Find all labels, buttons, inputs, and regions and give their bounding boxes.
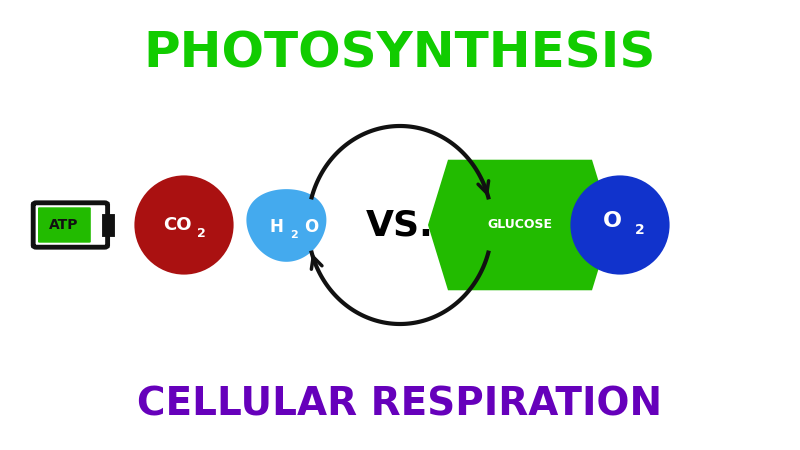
FancyBboxPatch shape <box>104 216 112 234</box>
FancyBboxPatch shape <box>33 203 107 247</box>
Text: O: O <box>602 212 622 231</box>
Text: CELLULAR RESPIRATION: CELLULAR RESPIRATION <box>138 386 662 424</box>
Text: PHOTOSYNTHESIS: PHOTOSYNTHESIS <box>144 30 656 78</box>
Text: 2: 2 <box>290 230 298 240</box>
Text: 2: 2 <box>635 223 645 238</box>
Text: O: O <box>304 218 318 236</box>
Ellipse shape <box>134 176 234 274</box>
Text: ATP: ATP <box>50 218 78 232</box>
Text: H: H <box>270 218 283 236</box>
Text: GLUCOSE: GLUCOSE <box>487 219 553 231</box>
Polygon shape <box>428 160 612 290</box>
FancyBboxPatch shape <box>38 207 91 243</box>
Polygon shape <box>246 189 326 262</box>
Ellipse shape <box>570 176 670 274</box>
Text: 2: 2 <box>198 227 206 239</box>
Text: VS.: VS. <box>366 208 434 242</box>
Text: CO: CO <box>163 216 192 234</box>
